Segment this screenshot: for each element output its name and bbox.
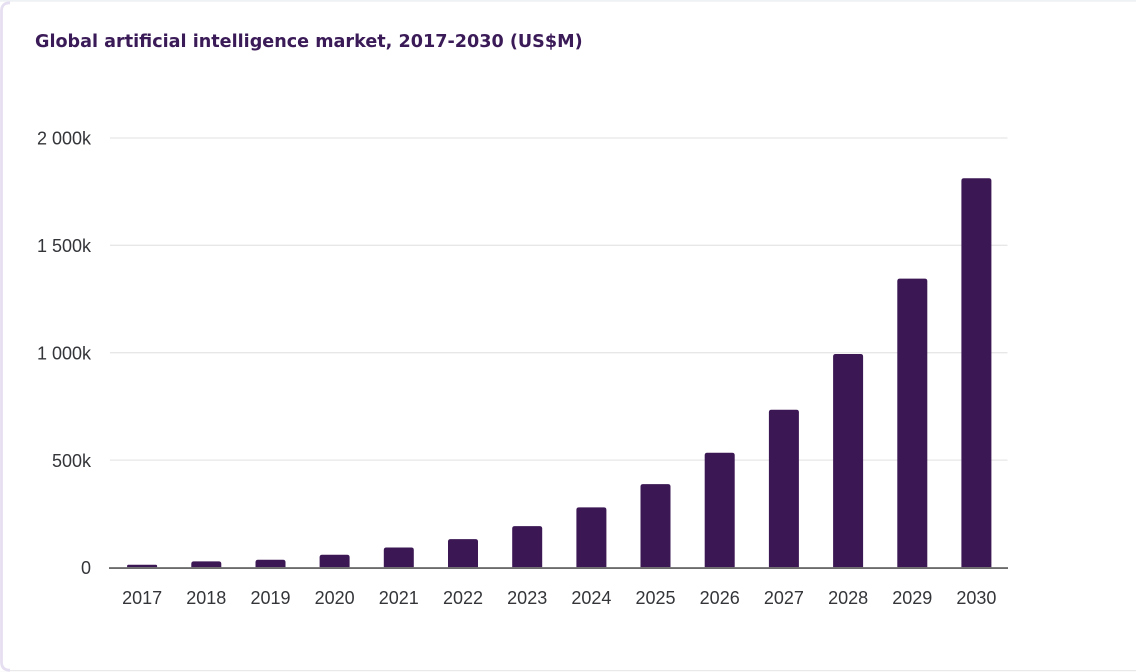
svg-text:2026: 2026 bbox=[700, 588, 740, 608]
svg-text:2030: 2030 bbox=[956, 588, 996, 608]
svg-text:0: 0 bbox=[81, 558, 91, 578]
svg-text:2 000k: 2 000k bbox=[37, 129, 92, 149]
svg-text:2024: 2024 bbox=[571, 588, 611, 608]
svg-text:1 500k: 1 500k bbox=[37, 236, 92, 256]
svg-text:2019: 2019 bbox=[250, 588, 290, 608]
svg-text:1 000k: 1 000k bbox=[37, 343, 92, 363]
svg-text:2023: 2023 bbox=[507, 588, 547, 608]
svg-text:2020: 2020 bbox=[315, 588, 355, 608]
svg-text:500k: 500k bbox=[52, 451, 92, 471]
svg-text:2022: 2022 bbox=[443, 588, 483, 608]
svg-text:2029: 2029 bbox=[892, 588, 932, 608]
svg-text:2018: 2018 bbox=[186, 588, 226, 608]
svg-text:2021: 2021 bbox=[379, 588, 419, 608]
svg-text:2027: 2027 bbox=[764, 588, 804, 608]
svg-text:2025: 2025 bbox=[635, 588, 675, 608]
svg-text:2017: 2017 bbox=[122, 588, 162, 608]
svg-text:Global artificial intelligence: Global artificial intelligence market, 2… bbox=[35, 32, 583, 52]
svg-text:2028: 2028 bbox=[828, 588, 868, 608]
